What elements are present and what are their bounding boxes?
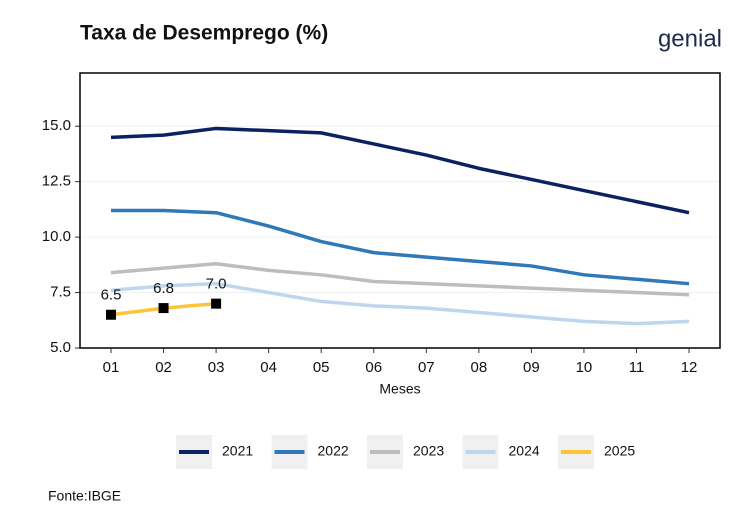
x-tick-label: 02 xyxy=(155,359,172,376)
x-tick-label: 06 xyxy=(365,359,382,376)
x-tick-label: 11 xyxy=(629,359,645,376)
x-tick-label: 03 xyxy=(208,359,225,376)
chart-title: Taxa de Desemprego (%) xyxy=(80,22,328,45)
x-tick-label: 12 xyxy=(681,359,698,376)
legend-label: 2023 xyxy=(413,443,444,459)
x-tick-label: 09 xyxy=(523,359,540,376)
point-marker xyxy=(158,303,169,314)
data-label: 6.5 xyxy=(101,287,122,304)
data-label: 7.0 xyxy=(206,276,227,293)
point-marker xyxy=(106,309,116,320)
y-tick-label: 5.0 xyxy=(50,339,71,356)
y-tick-label: 10.0 xyxy=(42,228,71,245)
y-tick-label: 15.0 xyxy=(42,117,71,134)
data-label: 6.8 xyxy=(153,280,174,297)
y-tick-label: 12.5 xyxy=(42,173,71,190)
y-tick-label: 7.5 xyxy=(50,284,71,301)
legend-label: 2024 xyxy=(509,443,540,459)
source: Fonte:IBGE xyxy=(48,488,121,504)
logo: genial xyxy=(658,25,722,52)
plot-frame xyxy=(79,72,721,349)
line-series xyxy=(110,261,690,297)
point-marker xyxy=(211,298,222,309)
legend-label: 2021 xyxy=(222,443,253,459)
line-series xyxy=(110,126,690,215)
x-tick-label: 04 xyxy=(260,359,277,376)
x-tick-label: 01 xyxy=(103,359,120,376)
x-tick-label: 07 xyxy=(418,359,435,376)
x-axis-label: Meses xyxy=(379,381,420,397)
legend-label: 2025 xyxy=(604,443,635,459)
legend-label: 2022 xyxy=(318,443,349,459)
line-series xyxy=(111,208,690,286)
line-series xyxy=(110,281,690,326)
x-tick-label: 08 xyxy=(471,359,488,376)
x-tick-label: 10 xyxy=(576,359,593,376)
x-tick-label: 05 xyxy=(313,359,330,376)
